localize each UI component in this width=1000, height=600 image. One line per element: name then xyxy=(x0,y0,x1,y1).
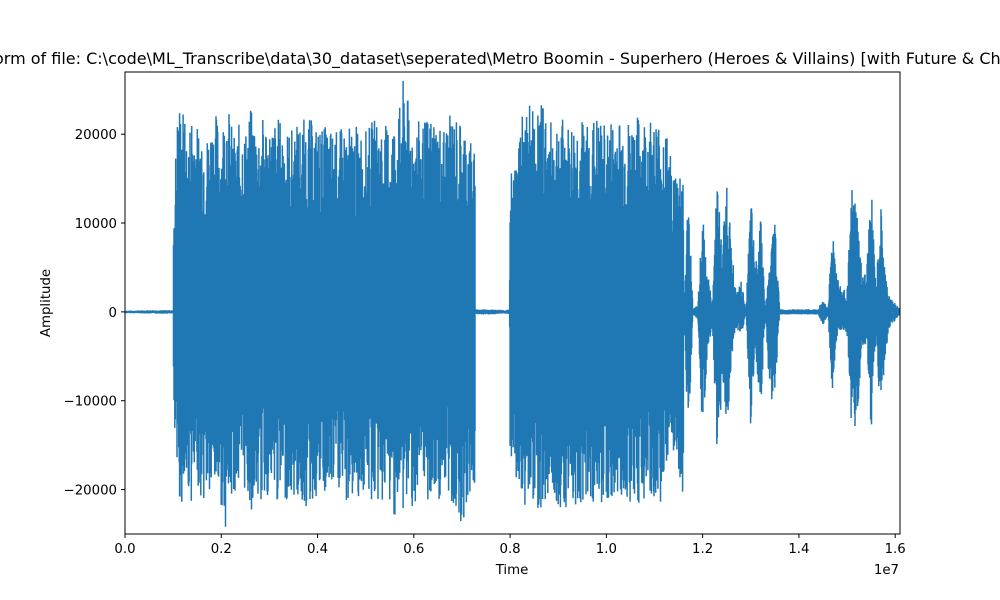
x-axis-offset-label: 1e7 xyxy=(874,563,899,578)
y-axis-ticks: −20000 −10000 0 10000 20000 xyxy=(64,128,125,499)
x-tick-label: 0.0 xyxy=(114,542,135,557)
axes-frame xyxy=(124,71,901,535)
y-tick-label: −10000 xyxy=(64,395,117,410)
x-axis-ticks: 0.0 0.2 0.4 0.6 0.8 1.0 1.2 1.4 1.6 xyxy=(114,534,906,557)
x-tick-label: 0.2 xyxy=(211,542,232,557)
x-axis-label: Time xyxy=(495,563,529,578)
y-tick-label: −20000 xyxy=(64,484,117,499)
x-tick-label: 0.8 xyxy=(500,542,521,557)
x-tick-label: 0.6 xyxy=(403,542,424,557)
y-axis-label: Amplitude xyxy=(39,269,54,337)
x-tick-label: 0.4 xyxy=(307,542,328,557)
plot-area xyxy=(125,80,900,527)
waveform-series-line xyxy=(125,80,900,527)
y-tick-label: 20000 xyxy=(75,128,117,143)
x-tick-label: 1.0 xyxy=(596,542,617,557)
x-tick-label: 1.2 xyxy=(692,542,713,557)
x-tick-label: 1.4 xyxy=(788,542,809,557)
y-tick-label: 0 xyxy=(109,306,117,321)
y-tick-label: 10000 xyxy=(75,217,117,232)
x-tick-label: 1.6 xyxy=(885,542,906,557)
chart-title: Waveform of file: C:\code\ML_Transcribe\… xyxy=(0,49,1000,69)
